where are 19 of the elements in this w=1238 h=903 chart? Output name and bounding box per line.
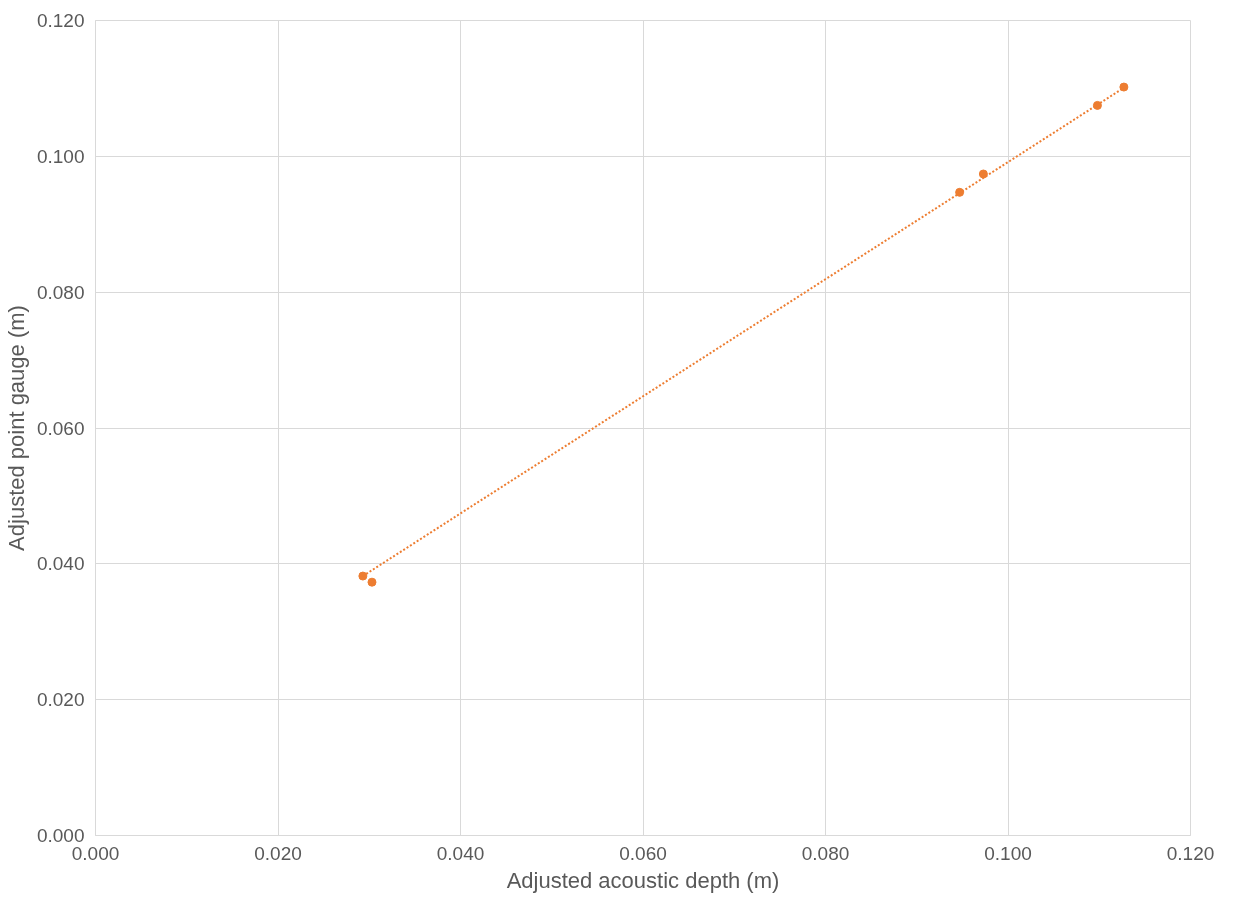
y-axis-title: Adjusted point gauge (m)	[3, 305, 29, 551]
point	[978, 169, 988, 179]
x-tick-label: 0.020	[254, 842, 302, 864]
x-tick-label: 0.080	[801, 842, 850, 864]
point	[358, 571, 368, 581]
y-tick-label: 0.100	[36, 145, 85, 167]
y-tick-label: 0.020	[36, 689, 85, 711]
x-tick-label: 0.120	[1166, 842, 1215, 864]
point	[367, 577, 377, 587]
x-axis-title: Adjusted acoustic depth (m)	[506, 867, 780, 893]
x-tick-label: 0.040	[436, 842, 485, 864]
y-tick-label: 0.120	[36, 10, 85, 31]
y-tick-label: 0.080	[36, 281, 85, 303]
y-tick-label: 0.040	[36, 553, 85, 575]
x-tick-label: 0.060	[619, 842, 667, 864]
point	[1119, 82, 1129, 92]
y-tick-label: 0.060	[36, 417, 85, 439]
point	[955, 187, 965, 197]
x-tick-label: 0.100	[984, 842, 1032, 864]
